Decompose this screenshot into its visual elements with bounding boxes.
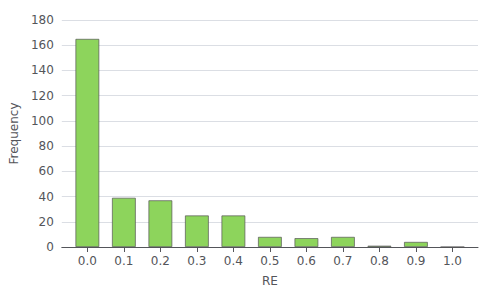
svg-text:40: 40 [39,190,54,204]
svg-text:0.9: 0.9 [406,254,425,268]
svg-text:0.3: 0.3 [187,254,206,268]
svg-text:120: 120 [31,89,54,103]
svg-text:0.2: 0.2 [151,254,170,268]
svg-text:Frequency: Frequency [7,103,21,165]
svg-text:0.6: 0.6 [297,254,316,268]
svg-text:60: 60 [39,164,54,178]
svg-text:1.0: 1.0 [443,254,462,268]
svg-text:0.0: 0.0 [78,254,97,268]
svg-text:140: 140 [31,63,54,77]
svg-text:0.8: 0.8 [370,254,389,268]
svg-text:0.5: 0.5 [260,254,279,268]
svg-text:0: 0 [46,240,54,254]
svg-text:160: 160 [31,38,54,52]
svg-text:RE: RE [262,274,278,288]
svg-text:0.4: 0.4 [224,254,243,268]
svg-text:180: 180 [31,13,54,27]
svg-text:0.1: 0.1 [114,254,133,268]
svg-text:100: 100 [31,114,54,128]
svg-text:20: 20 [39,215,54,229]
svg-text:80: 80 [39,139,54,153]
svg-text:0.7: 0.7 [333,254,352,268]
